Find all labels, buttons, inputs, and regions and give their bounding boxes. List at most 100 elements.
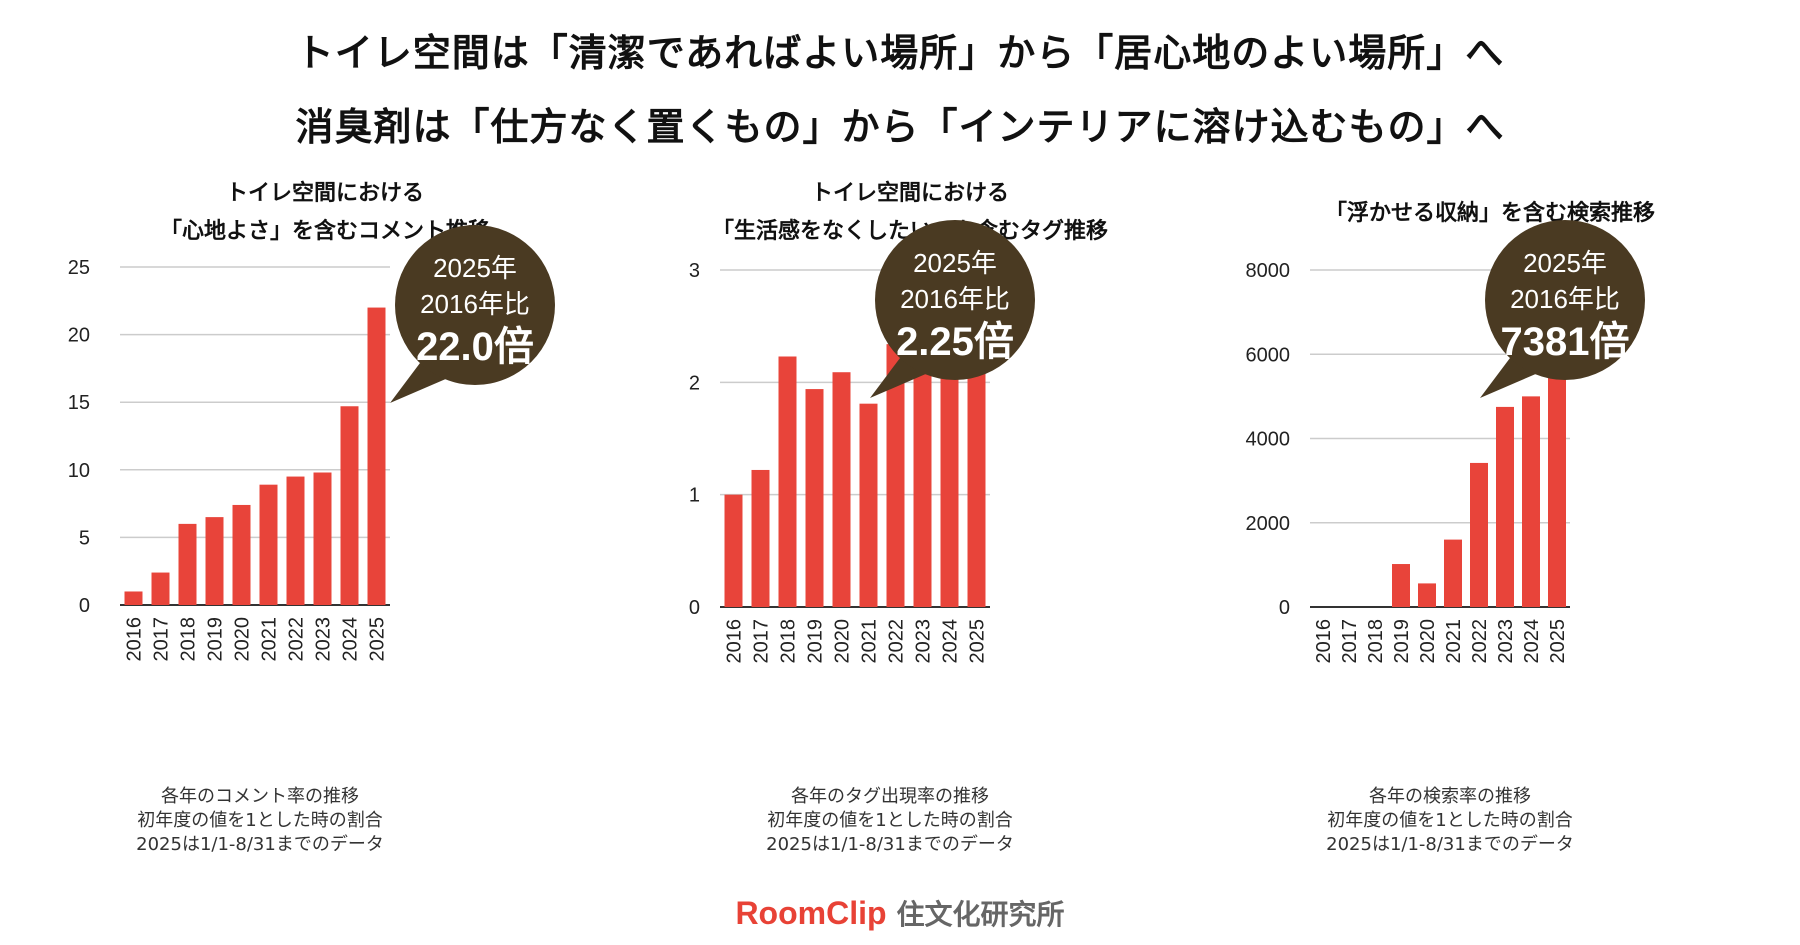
x-tick-label: 2021 [1443,619,1465,664]
bubble-ratio: 7381倍 [1501,320,1630,364]
bar [1418,583,1436,607]
chart-panel-search: 「浮かせる収納」を含む検索推移 0 2000 4000 6000 8000 2016 201… [1200,175,1800,875]
bar [1496,406,1514,607]
x-tick-label: 2018 [1365,619,1387,664]
bubble [395,225,555,385]
chart-title-line-1: 「浮かせる収納」を含む検索推移 [1324,201,1655,226]
bar [805,389,824,607]
bar [832,372,851,607]
bubble-year: 2025年 [913,248,997,278]
bar [313,472,332,605]
bar [1392,564,1410,607]
y-tick-label: 0 [1279,597,1290,619]
bar [340,406,359,605]
chart-title-line-1: トイレ空間における [810,181,1009,206]
y-tick-label: 4000 [1246,429,1291,451]
bar [724,494,743,607]
x-tick-label: 2022 [886,619,908,664]
chart-note-3: 2025は1/1-8/31までのデータ [136,834,384,855]
x-tick-label: 2020 [232,617,254,662]
bubble-compare: 2016年比 [1510,284,1620,314]
bubble-compare: 2016年比 [900,284,1010,314]
y-tick-label: 0 [689,597,700,619]
chart-title-line-1: トイレ空間における [225,181,424,206]
x-tick-label: 2024 [1521,619,1543,664]
bar [151,572,170,605]
x-tick-label: 2016 [724,619,746,664]
y-tick-label: 0 [79,595,90,617]
footer-logo: RoomClip 住文化研究所 [0,893,1800,933]
x-tick-label: 2020 [1417,619,1439,664]
chart-panel-comments: トイレ空間における 「心地よさ」を含むコメント推移 0 5 10 15 20 25 2016… [20,175,620,875]
x-tick-label: 2024 [940,619,962,664]
y-tick-label: 10 [68,460,90,482]
y-tick-label: 8000 [1246,260,1291,282]
bar [859,403,878,607]
bar [286,476,305,605]
bar [259,484,278,605]
chart-note-1: 各年のコメント率の推移 [161,786,359,807]
x-tick-label: 2019 [1391,619,1413,664]
bar [751,469,770,607]
x-tick-label: 2021 [259,617,281,662]
x-tick-label: 2023 [1495,619,1517,664]
bubble [875,220,1035,380]
bar [778,356,797,607]
x-tick-label: 2023 [313,617,335,662]
bar [1470,462,1488,607]
y-tick-label: 20 [68,325,90,347]
y-tick-label: 1 [689,485,700,507]
x-tick-label: 2019 [205,617,227,662]
chart-note-1: 各年のタグ出現率の推移 [791,786,989,807]
headline-line-2: 消臭剤は「仕方なく置くもの」から「インテリアに溶け込むもの」へ [295,105,1505,149]
x-tick-label: 2022 [1469,619,1491,664]
institute-name: 住文化研究所 [896,898,1065,931]
x-tick-label: 2017 [151,617,173,662]
x-tick-label: 2023 [913,619,935,664]
chart-note-2: 初年度の値を1とした時の割合 [767,810,1013,831]
x-tick-label: 2022 [286,617,308,662]
bar [232,504,251,605]
x-tick-label: 2016 [1313,619,1335,664]
chart-note-3: 2025は1/1-8/31までのデータ [766,834,1014,855]
y-tick-label: 15 [68,392,90,414]
y-tick-label: 3 [689,260,700,282]
x-tick-label: 2021 [859,619,881,664]
y-tick-label: 25 [68,257,90,279]
bar [178,523,197,605]
y-tick-label: 6000 [1246,344,1291,366]
bar [367,307,386,605]
x-tick-label: 2019 [805,619,827,664]
x-tick-label: 2018 [778,619,800,664]
bar [124,591,143,605]
x-tick-label: 2025 [367,617,389,662]
x-tick-label: 2020 [832,619,854,664]
brand-logo: RoomClip [735,895,887,931]
chart-note-2: 初年度の値を1とした時の割合 [1327,810,1573,831]
headline-line-1: トイレ空間は「清潔であればよい場所」から「居心地のよい場所」へ [295,31,1505,75]
bubble [1485,220,1645,380]
bar [886,344,905,607]
bar [1522,396,1540,607]
chart-svg-tags: 0 1 2 3 2016 2017 2018 2019 2020 2021 2022 2023 2024… [689,220,1035,664]
x-tick-label: 2024 [340,617,362,662]
chart-note-1: 各年の検索率の推移 [1369,786,1531,807]
chart-note-3: 2025は1/1-8/31までのデータ [1326,834,1574,855]
y-tick-label: 5 [79,527,90,549]
chart-panel-tags: トイレ空間における 「生活感をなくしたい」を含むタグ推移 0 1 2 3 2016 201… [620,175,1220,875]
x-tick-label: 2016 [124,617,146,662]
bubble-ratio: 22.0倍 [416,325,534,369]
bar [1444,539,1462,607]
y-tick-label: 2000 [1246,513,1291,535]
bubble-ratio: 2.25倍 [896,320,1014,364]
y-tick-label: 2 [689,372,700,394]
bar [940,312,959,607]
x-tick-label: 2018 [178,617,200,662]
chart-note-2: 初年度の値を1とした時の割合 [137,810,383,831]
x-tick-label: 2025 [1547,619,1569,664]
bar [967,354,986,607]
x-tick-label: 2025 [967,619,989,664]
x-tick-label: 2017 [751,619,773,664]
